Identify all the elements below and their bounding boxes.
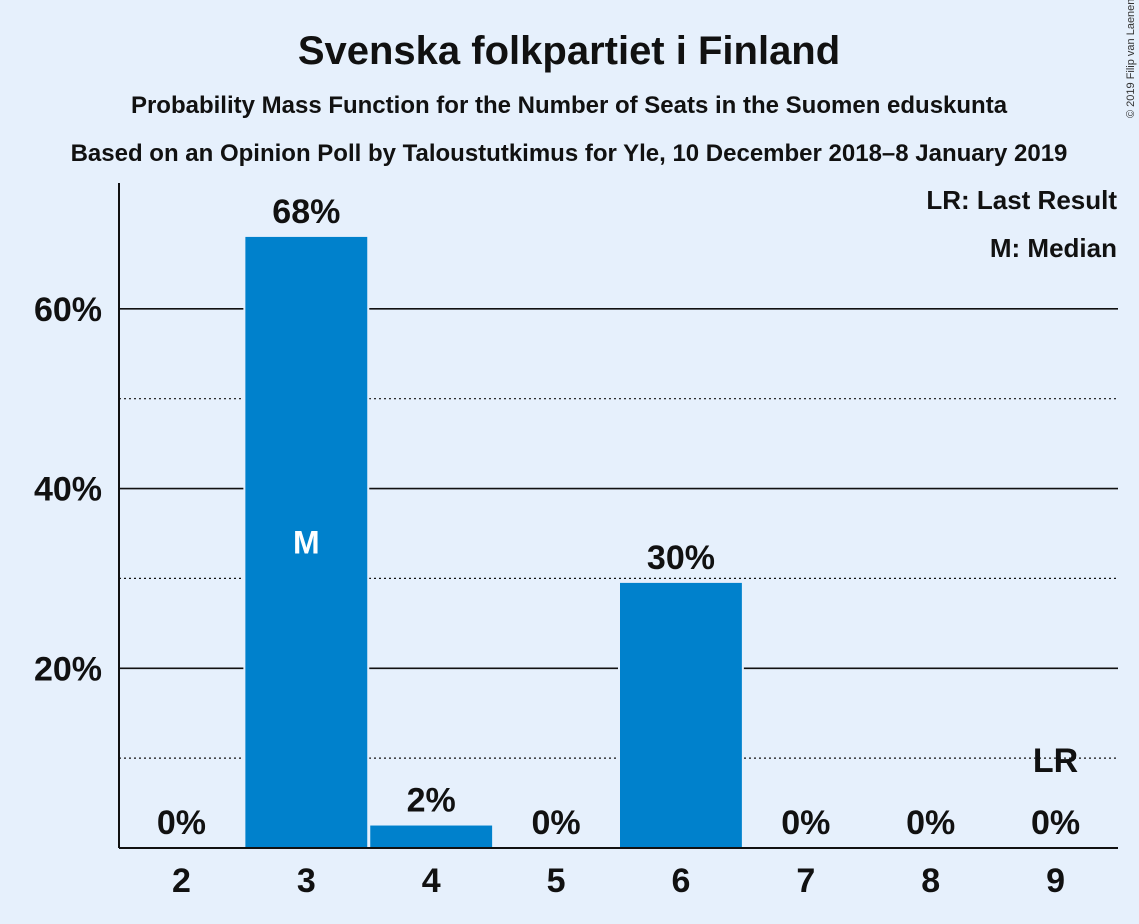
bar-value-label-5: 0% — [531, 804, 580, 842]
x-tick-label-4: 4 — [422, 862, 441, 900]
bar-value-label-4: 2% — [407, 782, 456, 820]
chart-title: Svenska folkpartiet i Finland — [298, 29, 840, 73]
bar-6 — [620, 582, 742, 848]
median-marker: M — [293, 524, 320, 560]
x-tick-label-3: 3 — [297, 862, 316, 900]
bar-value-label-2: 0% — [157, 804, 206, 842]
copyright-notice: © 2019 Filip van Laenen — [1125, 0, 1137, 118]
bar-value-label-9: 0% — [1031, 804, 1080, 842]
y-tick-label: 20% — [34, 650, 102, 688]
chart-subtitle-source: Based on an Opinion Poll by Taloustutkim… — [71, 140, 1068, 167]
y-tick-label: 40% — [34, 471, 102, 509]
x-tick-label-7: 7 — [796, 862, 815, 900]
bar-value-label-3: 68% — [272, 193, 340, 231]
bars — [243, 234, 744, 848]
bar-value-label-7: 0% — [781, 804, 830, 842]
bar-value-label-8: 0% — [906, 804, 955, 842]
x-tick-label-8: 8 — [921, 862, 940, 900]
legend-median: M: Median — [990, 233, 1117, 263]
x-tick-label-5: 5 — [547, 862, 566, 900]
bar-3 — [245, 236, 368, 848]
axes — [118, 183, 1118, 849]
legend-last-result: LR: Last Result — [926, 185, 1117, 215]
chart-subtitle: Probability Mass Function for the Number… — [131, 92, 1008, 119]
last-result-marker: LR — [1033, 742, 1078, 780]
bar-value-label-6: 30% — [647, 539, 715, 577]
y-tick-label: 60% — [34, 291, 102, 329]
bar-4 — [370, 825, 493, 848]
x-tick-label-2: 2 — [172, 862, 191, 900]
x-tick-label-6: 6 — [671, 862, 690, 900]
x-tick-label-9: 9 — [1046, 862, 1065, 900]
